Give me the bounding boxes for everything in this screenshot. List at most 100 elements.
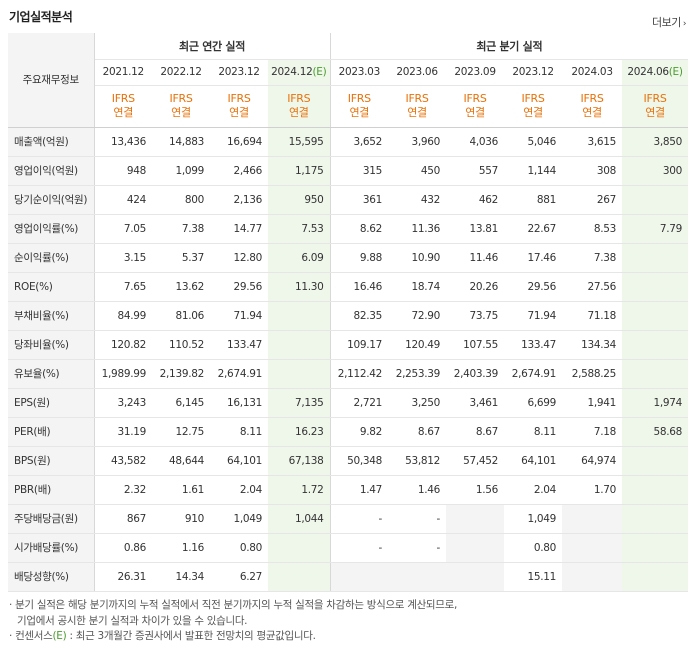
- table-row: 매출액(억원) 13,436 14,883 16,694 15,595 3,652 3,96…: [8, 127, 689, 157]
- table-cell: [622, 503, 689, 534]
- table-cell: 14.34: [152, 562, 210, 592]
- row-label: BPS(원): [8, 446, 95, 476]
- table-cell: 64,974: [562, 446, 623, 476]
- ifrs-badge: IFRS 연결: [622, 85, 689, 128]
- table-cell: 71.18: [562, 300, 623, 331]
- table-cell: [268, 359, 331, 389]
- footnote-quarterly-cont: 기업에서 공시한 분기 실적과 차이가 있을 수 있습니다.: [17, 614, 248, 627]
- ifrs-badge: IFRS 연결: [446, 85, 505, 128]
- table-cell: 71.94: [504, 300, 563, 331]
- table-cell: 1.61: [152, 475, 210, 505]
- table-cell: 3,250: [388, 387, 447, 418]
- row-label: 주당배당금(원): [8, 503, 95, 534]
- table-cell: 10.90: [388, 243, 447, 273]
- more-label: 더보기: [652, 16, 681, 29]
- table-cell: 107.55: [446, 330, 505, 360]
- table-cell: 315: [329, 156, 389, 186]
- table-row: EPS(원) 3,243 6,145 16,131 7,135 2,721 3,250 3,4…: [8, 387, 689, 418]
- table-cell: 11.46: [446, 243, 505, 273]
- table-row: 영업이익률(%) 7.05 7.38 14.77 7.53 8.62 11.36 13.81 2…: [8, 213, 689, 244]
- table-cell: 948: [94, 156, 152, 186]
- table-row: 영업이익(억원) 948 1,099 2,466 1,175 315 450 557 1,144…: [8, 156, 689, 186]
- financial-summary-table: 주요재무정보 최근 연간 실적 최근 분기 실적 2021.12 2022.12 2…: [8, 33, 689, 592]
- table-cell: 361: [329, 185, 389, 215]
- table-cell: 16.23: [268, 417, 331, 447]
- table-cell: 432: [388, 185, 447, 215]
- row-label: 시가배당률(%): [8, 533, 95, 563]
- table-cell: 4,036: [446, 127, 505, 157]
- table-cell: 6,145: [152, 387, 210, 418]
- table-cell: 1,941: [562, 387, 623, 418]
- table-cell: 3,850: [622, 127, 689, 157]
- row-label: 당기순이익(억원): [8, 185, 95, 215]
- table-cell: [388, 562, 447, 592]
- more-link[interactable]: 더보기 ›: [652, 14, 687, 30]
- table-cell: 13.81: [446, 213, 505, 244]
- table-cell: 109.17: [329, 330, 389, 360]
- table-cell: 71.94: [210, 300, 268, 331]
- table-cell: 57,452: [446, 446, 505, 476]
- table-cell: 1.56: [446, 475, 505, 505]
- table-cell: 2,136: [210, 185, 268, 215]
- row-label: 영업이익(억원): [8, 156, 95, 186]
- table-cell: 82.35: [329, 300, 389, 331]
- table-cell: 110.52: [152, 330, 210, 360]
- table-cell: 2.04: [504, 475, 563, 505]
- table-cell: 14,883: [152, 127, 210, 157]
- table-cell: 6.27: [210, 562, 268, 592]
- table-cell: 2.32: [94, 475, 152, 505]
- table-row: PBR(배) 2.32 1.61 2.04 1.72 1.47 1.46 1.56 2.04 1.…: [8, 475, 689, 505]
- table-cell: 16.46: [329, 272, 389, 302]
- table-cell: 64,101: [210, 446, 268, 476]
- table-cell: 3,243: [94, 387, 152, 418]
- table-row: 당좌비율(%) 120.82 110.52 133.47 109.17 120.49 107…: [8, 330, 689, 360]
- table-cell: 8.67: [446, 417, 505, 447]
- table-cell: [562, 533, 623, 563]
- table-cell: [622, 330, 689, 360]
- period-header: 2024.06(E): [622, 59, 689, 86]
- table-cell: [446, 503, 505, 534]
- table-cell: [622, 359, 689, 389]
- section-title: 기업실적분석: [9, 10, 73, 24]
- table-cell: 16,694: [210, 127, 268, 157]
- table-cell: 800: [152, 185, 210, 215]
- table-row: 배당성향(%) 26.31 14.34 6.27 15.11: [8, 562, 689, 592]
- table-cell: 2,112.42: [329, 359, 389, 389]
- table-cell: 13,436: [94, 127, 152, 157]
- table-cell: 2,466: [210, 156, 268, 186]
- table-cell: 3,960: [388, 127, 447, 157]
- row-label: EPS(원): [8, 387, 95, 418]
- period-header: 2023.09: [446, 59, 505, 86]
- table-cell: [622, 185, 689, 215]
- table-cell: 11.30: [268, 272, 331, 302]
- table-cell: 2,253.39: [388, 359, 447, 389]
- table-cell: 11.36: [388, 213, 447, 244]
- ifrs-badge: IFRS 연결: [388, 85, 447, 128]
- ifrs-badge: IFRS 연결: [94, 85, 152, 128]
- table-row: 시가배당률(%) 0.86 1.16 0.80- -0.80: [8, 533, 689, 563]
- estimate-mark: (E): [312, 66, 327, 78]
- table-cell: 3,461: [446, 387, 505, 418]
- footnote-quarterly: · 분기 실적은 해당 분기까지의 누적 실적에서 직전 분기까지의 누적 실적…: [9, 599, 458, 611]
- table-cell: 72.90: [388, 300, 447, 331]
- table-row: 부채비율(%) 84.99 81.06 71.94 82.35 72.90 73.75 71.…: [8, 300, 689, 331]
- row-label: 매출액(억원): [8, 127, 95, 157]
- table-cell: 43,582: [94, 446, 152, 476]
- table-row: 유보율(%) 1,989.99 2,139.82 2,674.91 2,112.42 2,…: [8, 359, 689, 389]
- table-cell: 29.56: [504, 272, 563, 302]
- table-row: PER(배) 31.19 12.75 8.11 16.23 9.82 8.67 8.67 8.1…: [8, 417, 689, 447]
- table-cell: 12.80: [210, 243, 268, 273]
- chevron-right-icon: ›: [682, 19, 687, 29]
- table-cell: 18.74: [388, 272, 447, 302]
- row-label: PBR(배): [8, 475, 95, 505]
- period-header: 2023.03: [329, 59, 389, 86]
- corner-label: 주요재무정보: [8, 33, 95, 128]
- table-cell: 0.86: [94, 533, 152, 563]
- row-label: 순이익률(%): [8, 243, 95, 273]
- period-header: 2024.12(E): [268, 59, 331, 86]
- ifrs-badge: IFRS 연결: [329, 85, 389, 128]
- table-cell: 2,674.91: [210, 359, 268, 389]
- table-cell: 1,044: [268, 503, 331, 534]
- table-cell: 7.05: [94, 213, 152, 244]
- table-cell: 14.77: [210, 213, 268, 244]
